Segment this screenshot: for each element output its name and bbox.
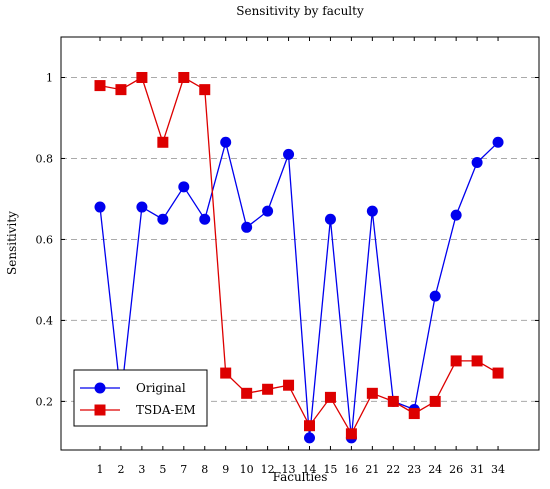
x-tick-label: 14 (303, 463, 317, 476)
x-tick-label: 24 (428, 463, 442, 476)
data-point (262, 205, 274, 217)
data-point (492, 367, 504, 379)
data-point (450, 209, 462, 221)
data-point (304, 432, 315, 444)
series-line (99, 139, 499, 438)
y-axis-title: Sensitivity (5, 211, 19, 275)
data-point (157, 213, 169, 225)
x-tick-label: 2 (117, 463, 124, 476)
data-point (429, 290, 441, 302)
data-point (199, 84, 211, 96)
x-tick-label: 12 (261, 463, 275, 476)
x-tick-label: 16 (344, 463, 358, 476)
chart-title: Sensitivity by faculty (236, 4, 364, 18)
legend-marker (94, 382, 106, 394)
y-tick-label: 0.2 (36, 395, 54, 408)
x-tick-label: 3 (138, 463, 145, 476)
x-tick-label: 34 (491, 463, 505, 476)
data-point (450, 355, 462, 367)
data-point (471, 157, 483, 169)
data-point (199, 213, 211, 225)
data-point (94, 80, 106, 92)
y-tick-label: 0.6 (36, 233, 54, 246)
x-tick-label: 22 (386, 463, 400, 476)
x-tick-label: 8 (201, 463, 208, 476)
x-tick-label: 31 (470, 463, 484, 476)
data-point (241, 221, 253, 233)
data-point (429, 395, 441, 407)
x-axis-title: Faculties (273, 470, 328, 484)
data-point (178, 181, 190, 193)
plot-frame (60, 36, 540, 451)
data-point (345, 428, 357, 440)
x-tick-label: 5 (159, 463, 166, 476)
data-point (94, 201, 106, 213)
data-point (366, 387, 378, 399)
data-point (157, 136, 169, 148)
data-point (366, 205, 378, 217)
series-layer (94, 71, 504, 444)
data-point (387, 395, 399, 407)
gridlines (61, 76, 539, 402)
x-tick-label: 26 (449, 463, 463, 476)
data-point (324, 213, 336, 225)
x-tick-label: 21 (365, 463, 379, 476)
data-point (220, 136, 232, 148)
data-point (220, 367, 232, 379)
y-tick-label: 0.8 (36, 152, 54, 165)
series-tsda-em (94, 71, 504, 440)
data-point (136, 201, 148, 213)
y-tick-label: 0.4 (36, 314, 54, 327)
data-point (304, 420, 315, 432)
data-point (283, 148, 295, 160)
x-tick-label: 7 (180, 463, 187, 476)
x-tick-label: 9 (222, 463, 229, 476)
data-point (136, 71, 148, 83)
data-point (408, 408, 420, 420)
data-point (471, 355, 483, 367)
legend: Original TSDA-EM (73, 369, 208, 427)
data-point (283, 379, 295, 391)
data-point (324, 391, 336, 403)
legend-label: Original (136, 381, 186, 395)
legend-label: TSDA-EM (136, 403, 196, 417)
axis-ticks: 0.20.40.60.811 2 3 5 7 8 9 10 12 13 14 15 16 21 22 23 24… (36, 37, 539, 476)
data-point (262, 383, 274, 395)
legend-box (73, 369, 208, 427)
x-tick-label: 23 (407, 463, 421, 476)
y-tick-label: 1 (46, 71, 53, 84)
x-tick-label: 13 (282, 463, 296, 476)
data-point (492, 136, 504, 148)
x-tick-label: 10 (240, 463, 254, 476)
data-point (178, 71, 190, 83)
x-tick-label: 15 (323, 463, 337, 476)
data-point (241, 387, 253, 399)
data-point (115, 84, 127, 96)
x-tick-label: 1 (97, 463, 104, 476)
legend-marker (94, 404, 106, 416)
